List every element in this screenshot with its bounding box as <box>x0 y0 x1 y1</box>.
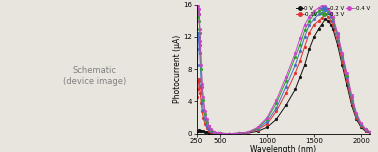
X-axis label: Wavelength (nm): Wavelength (nm) <box>251 145 316 152</box>
Text: Schematic
(device image): Schematic (device image) <box>63 66 126 86</box>
Y-axis label: Photocurrent (μA): Photocurrent (μA) <box>173 35 182 103</box>
Legend: 0 V, -0.1V, -0.2 V, -0.3 V, -0.4 V: 0 V, -0.1V, -0.2 V, -0.3 V, -0.4 V <box>295 5 371 18</box>
